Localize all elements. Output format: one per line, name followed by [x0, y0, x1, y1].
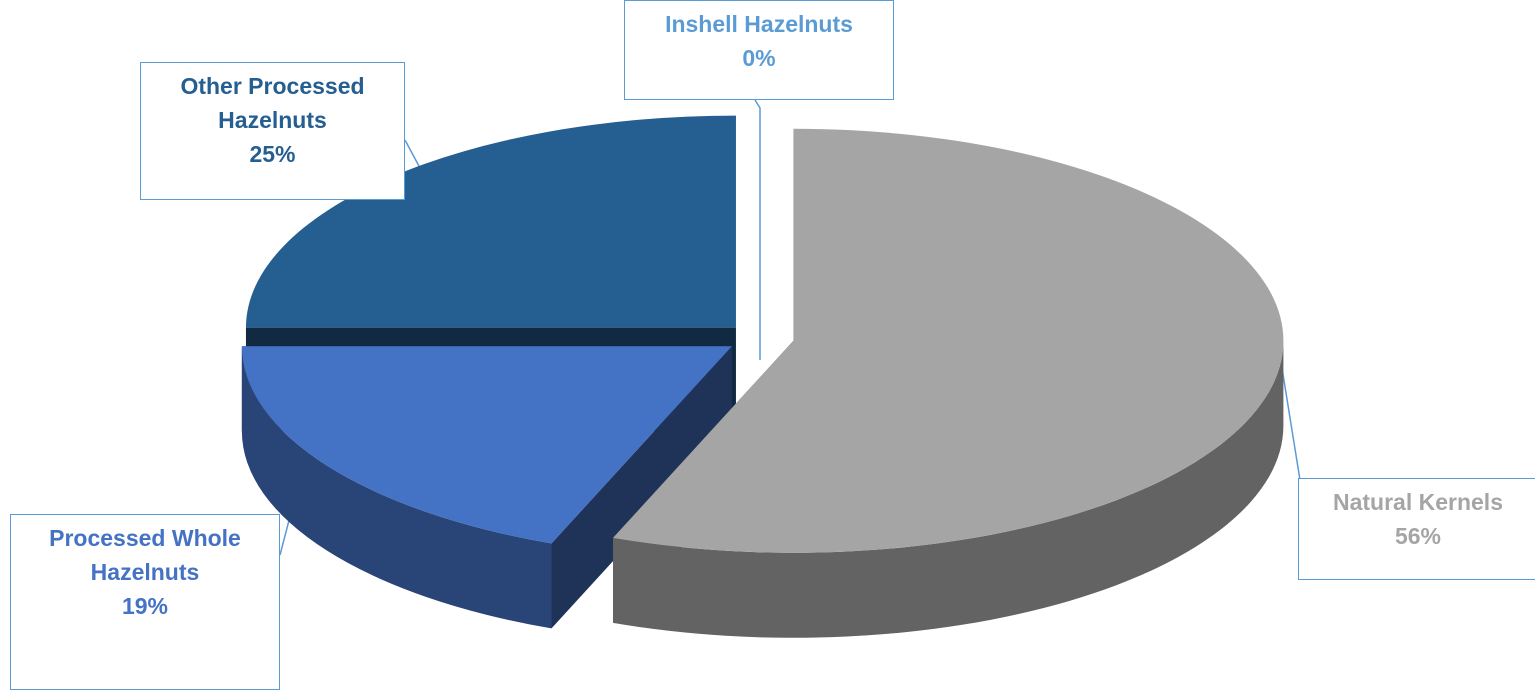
label-name: Processed Whole Hazelnuts — [49, 525, 241, 585]
label-value: 25% — [249, 141, 296, 167]
data-label: Processed Whole Hazelnuts 19% — [10, 514, 280, 690]
label-value: 19% — [121, 593, 169, 619]
label-name: Inshell Hazelnuts — [665, 11, 853, 37]
pie — [241, 111, 1284, 638]
data-label: Inshell Hazelnuts 0% — [624, 0, 894, 100]
label-name: Other Processed Hazelnuts — [180, 73, 365, 133]
label-value: 56% — [1394, 523, 1442, 549]
data-label: Other Processed Hazelnuts 25% — [140, 62, 405, 200]
leader-line — [1281, 367, 1301, 481]
leader-line — [404, 139, 421, 169]
data-label: Natural Kernels 56% — [1298, 478, 1535, 580]
leader-line — [754, 99, 761, 360]
slice-top — [613, 128, 1284, 553]
slice-side — [613, 340, 1284, 638]
label-value: 0% — [742, 45, 776, 71]
slice — [613, 128, 1284, 638]
slice-top — [245, 115, 736, 328]
slice — [241, 346, 732, 629]
slice-top — [241, 346, 732, 544]
slice-side — [241, 346, 552, 629]
label-name: Natural Kernels — [1332, 489, 1503, 515]
